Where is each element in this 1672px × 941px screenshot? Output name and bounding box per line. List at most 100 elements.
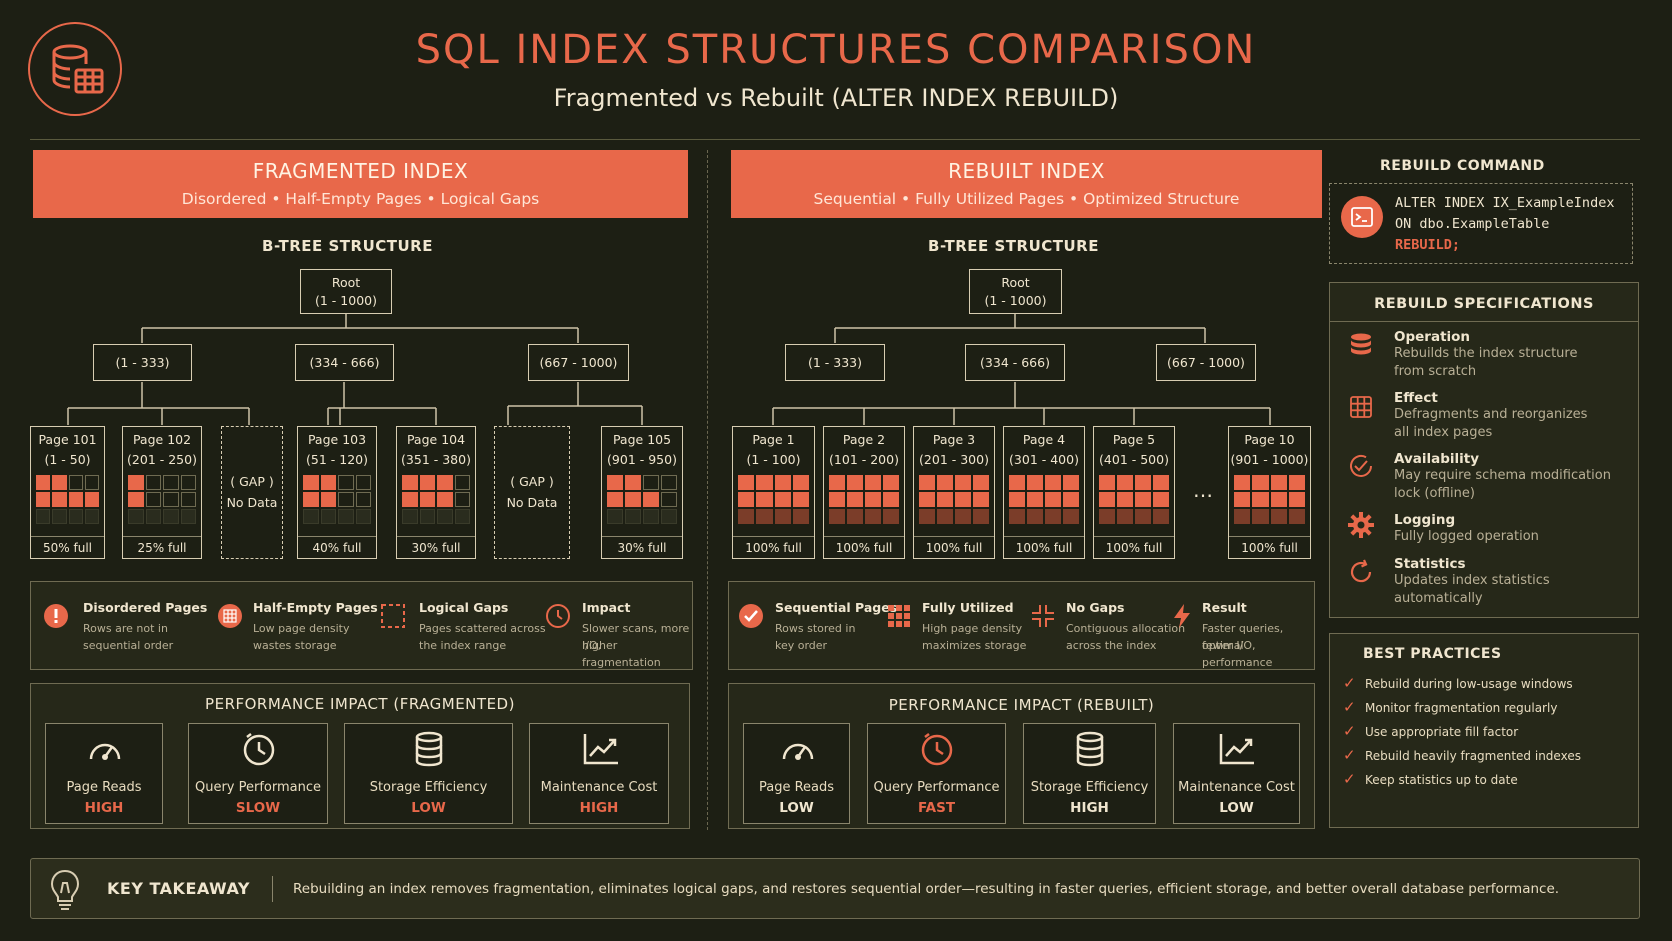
feature-desc: sequential order [83, 639, 174, 652]
fragmented-page-102: Page 102 (201 - 250) 25% full [122, 426, 202, 559]
page-label: Page 104 [406, 432, 466, 447]
rebuilt-banner: REBUILT INDEX Sequential • Fully Utilize… [731, 150, 1322, 218]
spec-desc: automatically [1394, 591, 1483, 606]
feature-title: No Gaps [1066, 600, 1125, 615]
page-label: Page 3 [932, 432, 976, 447]
page-slot [419, 475, 435, 490]
page-label: Page 102 [132, 432, 192, 447]
check-icon: ✓ [1343, 722, 1356, 740]
spec-desc: Updates index statistics [1394, 573, 1550, 588]
page-fill-grid [402, 475, 470, 525]
rebuilt-btree-title: B-TREE STRUCTURE [928, 237, 1099, 255]
fragmented-branch-node: (1 - 333) [93, 344, 192, 381]
gap-label: ( GAP ) [230, 474, 274, 489]
dashed-square-icon [381, 604, 405, 628]
best-practice-text: Monitor fragmentation regularly [1365, 701, 1558, 715]
root-label: Root [1001, 275, 1030, 290]
metric-card-storage-efficiency: Storage Efficiency LOW [344, 723, 513, 824]
page-slot [1099, 475, 1115, 490]
page-label: Page 103 [307, 432, 367, 447]
perf-title: PERFORMANCE IMPACT (FRAGMENTED) [205, 695, 515, 713]
metric-card-query-performance: Query Performance FAST [867, 723, 1006, 824]
page-slot [1234, 509, 1251, 524]
clock-icon [546, 604, 570, 628]
metric-card-query-performance: Query Performance SLOW [188, 723, 328, 824]
page-slot [1270, 475, 1287, 490]
rebuild-command-title: REBUILD COMMAND [1380, 158, 1545, 174]
page-slot [1063, 475, 1079, 490]
page-slot [163, 509, 179, 524]
page-slot [68, 475, 83, 490]
feature-desc: Faster queries, fewer I/O, [1202, 622, 1284, 652]
page-slot [437, 509, 453, 524]
terminal-icon-wrap [1341, 196, 1383, 238]
page-slot [1153, 509, 1169, 524]
gap-sub: No Data [226, 495, 278, 510]
spec-availability: Availability May require schema modifica… [1394, 451, 1611, 503]
page-slot [145, 492, 161, 507]
metric-value: HIGH [1070, 800, 1109, 816]
feature-desc: Pages scattered across [419, 622, 546, 635]
page-slot [1099, 492, 1115, 507]
key-takeaway-bar: KEY TAKEAWAY Rebuilding an index removes… [30, 858, 1640, 919]
rebuilt-page-2: Page 2 (101 - 200) 100% full [823, 426, 905, 559]
feature-desc: Slower scans, more I/O, [582, 622, 690, 652]
page-slot [829, 509, 845, 524]
spec-statistics: Statistics Updates index statistics auto… [1394, 556, 1550, 608]
page-slot [643, 475, 659, 490]
fragmented-branch-node: (334 - 666) [295, 344, 394, 381]
best-practices-panel: BEST PRACTICES ✓ Rebuild during low-usage… [1329, 633, 1639, 828]
page-slot [1045, 492, 1061, 507]
page-slot [1288, 492, 1305, 507]
check-icon: ✓ [1343, 698, 1356, 716]
page-slot [847, 475, 863, 490]
page-slot [52, 492, 67, 507]
page-label: Page 4 [1022, 432, 1066, 447]
page-slot [437, 492, 453, 507]
page-slot [36, 509, 51, 524]
feature-title: Result [1202, 600, 1247, 615]
spec-desc: Defragments and reorganizes [1394, 407, 1588, 422]
metric-label: Query Performance [194, 780, 322, 795]
feature-desc: Rows stored in [775, 622, 856, 635]
page-fill-grid [303, 475, 371, 525]
page-slot [1045, 509, 1061, 524]
page-slot [955, 475, 971, 490]
best-practice-item: ✓ Rebuild during low-usage windows [1343, 674, 1573, 692]
page-slot [303, 509, 319, 524]
page-label: Page 1 [752, 432, 795, 447]
page-slot [738, 475, 755, 490]
page-slot [128, 509, 144, 524]
takeaway-divider [272, 876, 273, 902]
feature-title: Half-Empty Pages [253, 600, 378, 615]
best-practice-item: ✓ Rebuild heavily fragmented indexes [1343, 746, 1581, 764]
page-slot [1027, 492, 1043, 507]
page-slot [419, 509, 435, 524]
page-fill-label: 50% full [31, 536, 104, 558]
page-slot [919, 492, 935, 507]
page-fill-label: 30% full [602, 536, 682, 558]
feature-title: Impact [582, 600, 631, 615]
spec-label: Operation [1394, 329, 1471, 345]
feature-desc: higher fragmentation [582, 639, 661, 669]
database-icon [1351, 333, 1371, 355]
page-fill-grid [1099, 475, 1169, 525]
metric-card-page-reads: Page Reads HIGH [45, 723, 163, 824]
best-practice-item: ✓ Monitor fragmentation regularly [1343, 698, 1557, 716]
best-practices-title: BEST PRACTICES [1363, 646, 1502, 662]
metric-value: LOW [779, 800, 814, 816]
page-slot [402, 492, 418, 507]
fragmented-page-103: Page 103 (51 - 120) 40% full [297, 426, 377, 559]
fragmented-gap-node: ( GAP ) No Data [494, 426, 570, 559]
page-slot [145, 475, 161, 490]
rebuild-specifications-panel: REBUILD SPECIFICATIONS Operation Rebuild… [1329, 282, 1639, 618]
page-slot [792, 475, 809, 490]
grid-icon [1350, 396, 1372, 418]
page-slot [1135, 509, 1151, 524]
feature-desc: across the index [1066, 639, 1157, 652]
page-slot [973, 509, 989, 524]
page-slot [402, 509, 418, 524]
terminal-icon [1351, 207, 1373, 227]
spec-label: Logging [1394, 512, 1456, 528]
page-slot [84, 509, 99, 524]
